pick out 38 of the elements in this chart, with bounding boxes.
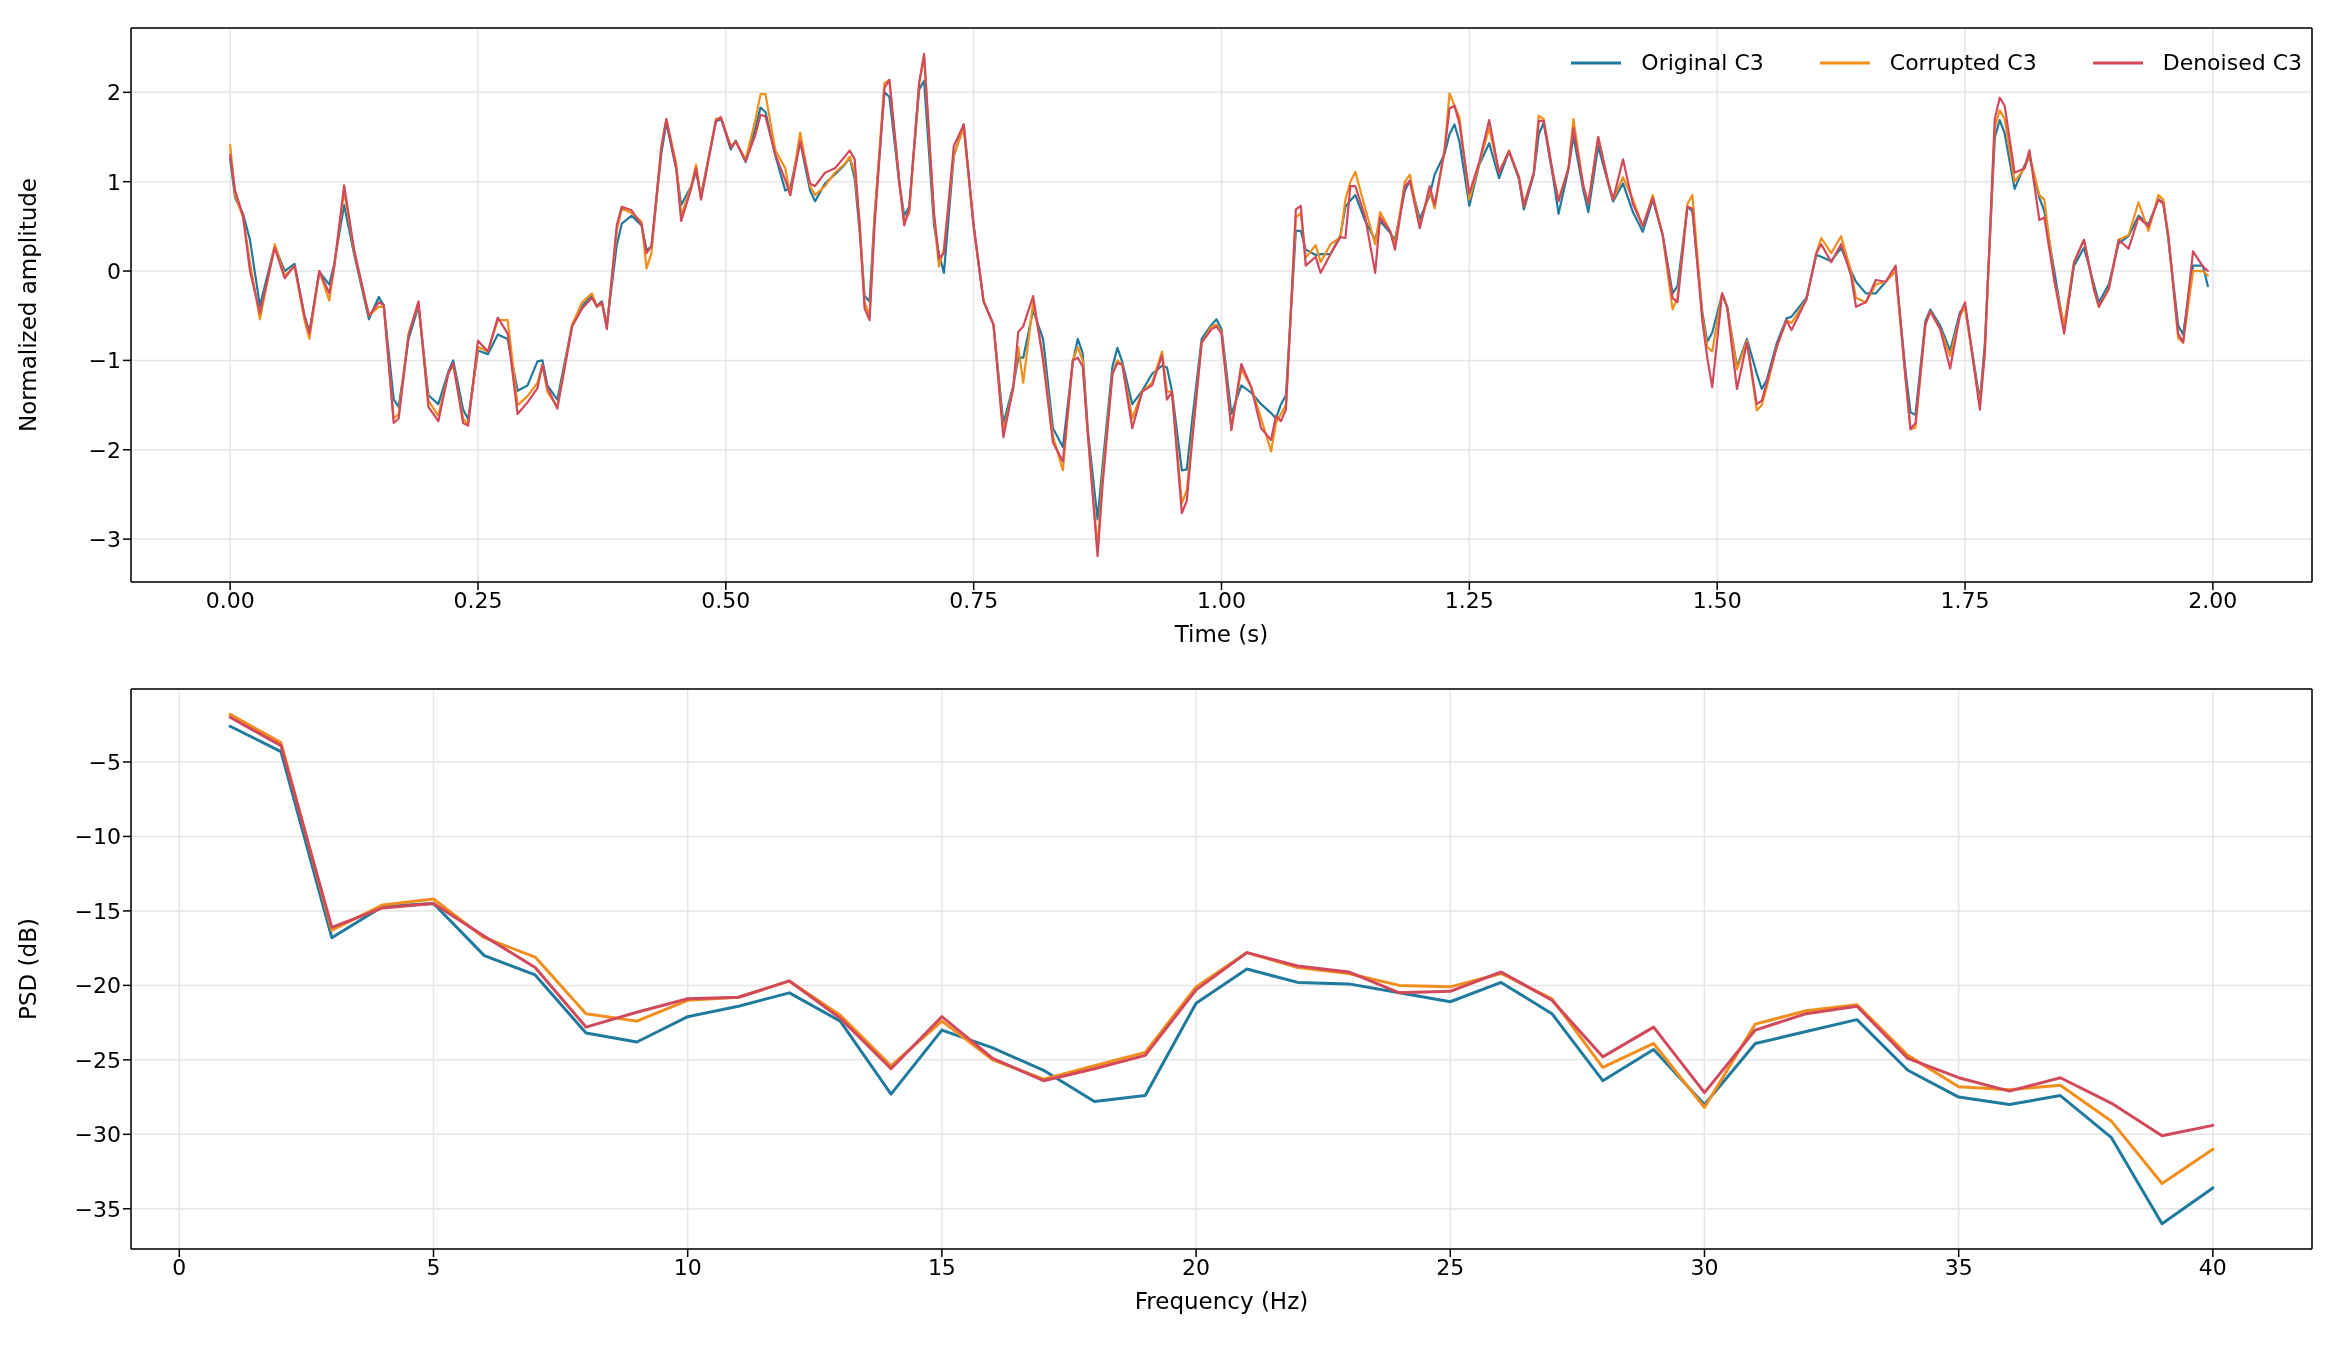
- x-tick-label: 15: [927, 1254, 956, 1280]
- y-tick-label: −3: [88, 526, 121, 552]
- x-tick-label: 30: [1690, 1254, 1719, 1280]
- y-tick-label: −1: [88, 348, 121, 374]
- y-tick-label: −15: [74, 898, 121, 924]
- y-axis-title: Normalized amplitude: [15, 178, 42, 432]
- legend-label: Original C3: [1641, 50, 1764, 75]
- y-axis-title: PSD (dB): [15, 918, 42, 1020]
- x-tick-label: 25: [1436, 1254, 1465, 1280]
- x-tick-label: 0.25: [453, 587, 503, 613]
- x-tick-label: 20: [1182, 1254, 1211, 1280]
- x-tick-label: 1.00: [1197, 587, 1246, 613]
- y-tick-label: 1: [107, 169, 121, 195]
- y-tick-label: −25: [74, 1047, 121, 1073]
- x-tick-label: 10: [673, 1254, 702, 1280]
- y-tick-label: −2: [88, 437, 121, 463]
- x-axis-title: Time (s): [1173, 621, 1269, 647]
- x-tick-label: 1.75: [1940, 587, 1990, 613]
- x-tick-label: 1.25: [1444, 587, 1494, 613]
- y-tick-label: −35: [74, 1196, 121, 1222]
- y-tick-label: −20: [74, 973, 121, 999]
- y-tick-label: 2: [107, 80, 121, 106]
- x-tick-label: 40: [2198, 1254, 2227, 1280]
- x-tick-label: 0.00: [205, 587, 255, 613]
- x-tick-label: 2.00: [2188, 587, 2238, 613]
- x-tick-label: 1.50: [1692, 587, 1742, 613]
- x-axis-title: Frequency (Hz): [1134, 1288, 1309, 1314]
- y-tick-label: −5: [88, 749, 121, 775]
- x-tick-label: 5: [426, 1254, 441, 1280]
- x-tick-label: 0.75: [949, 587, 999, 613]
- y-tick-label: −30: [74, 1122, 121, 1148]
- legend-label: Corrupted C3: [1889, 50, 2037, 75]
- y-tick-label: 0: [107, 258, 121, 284]
- x-tick-label: 0.50: [701, 587, 751, 613]
- x-tick-label: 35: [1944, 1254, 1973, 1280]
- y-tick-label: −10: [74, 824, 121, 850]
- x-tick-label: 0: [172, 1254, 187, 1280]
- legend-label: Denoised C3: [2162, 50, 2302, 75]
